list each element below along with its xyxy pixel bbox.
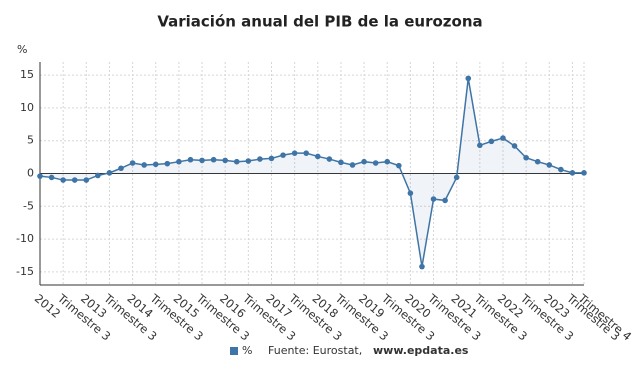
point <box>37 173 43 179</box>
point <box>187 156 194 163</box>
point <box>210 156 217 163</box>
point <box>95 172 101 179</box>
point <box>465 75 472 82</box>
point <box>129 160 136 166</box>
point <box>511 143 518 149</box>
source-url: www.epdata.es <box>373 344 469 357</box>
source-label: Fuente: Eurostat, <box>268 344 362 357</box>
point <box>442 197 448 204</box>
point <box>152 161 159 168</box>
y-axis-label: % <box>17 43 27 56</box>
point <box>361 158 367 165</box>
point <box>83 177 90 183</box>
point <box>245 158 252 164</box>
point <box>453 174 460 181</box>
point <box>534 158 541 165</box>
point <box>338 159 344 166</box>
point <box>326 156 333 162</box>
point <box>569 170 576 176</box>
point <box>314 153 321 160</box>
point <box>372 160 379 166</box>
point <box>257 156 263 162</box>
point <box>118 165 124 172</box>
point <box>384 158 391 165</box>
point <box>164 160 171 167</box>
y-tick-label: 15 <box>20 68 34 81</box>
point <box>488 138 495 145</box>
point <box>176 158 182 165</box>
point <box>430 196 437 202</box>
point <box>396 162 402 169</box>
point <box>268 155 275 162</box>
y-tick-label: -10 <box>16 232 34 245</box>
point <box>222 157 228 164</box>
y-tick-label: 0 <box>27 167 34 180</box>
legend-label: % <box>242 344 252 357</box>
point <box>558 166 564 173</box>
area <box>40 78 584 267</box>
point <box>546 162 553 168</box>
point <box>419 263 425 270</box>
point <box>291 150 298 156</box>
y-tick-label: 10 <box>20 101 34 114</box>
chart-title: Variación anual del PIB de la eurozona <box>157 13 482 31</box>
y-tick-label: -5 <box>23 199 34 212</box>
point <box>523 154 529 161</box>
point <box>48 174 55 181</box>
legend-swatch <box>230 347 238 355</box>
point <box>199 157 205 164</box>
point <box>71 177 78 183</box>
point <box>581 170 587 176</box>
point <box>303 150 310 156</box>
point <box>477 142 483 149</box>
point <box>60 177 66 183</box>
point <box>141 162 147 168</box>
point <box>349 162 356 168</box>
point <box>407 190 414 196</box>
point <box>500 135 506 141</box>
y-tick-label: 5 <box>27 134 34 147</box>
point <box>233 158 240 165</box>
x-tick-label: 2012 <box>32 291 63 321</box>
point <box>280 152 286 158</box>
point <box>106 170 113 176</box>
y-tick-label: -15 <box>16 265 34 278</box>
